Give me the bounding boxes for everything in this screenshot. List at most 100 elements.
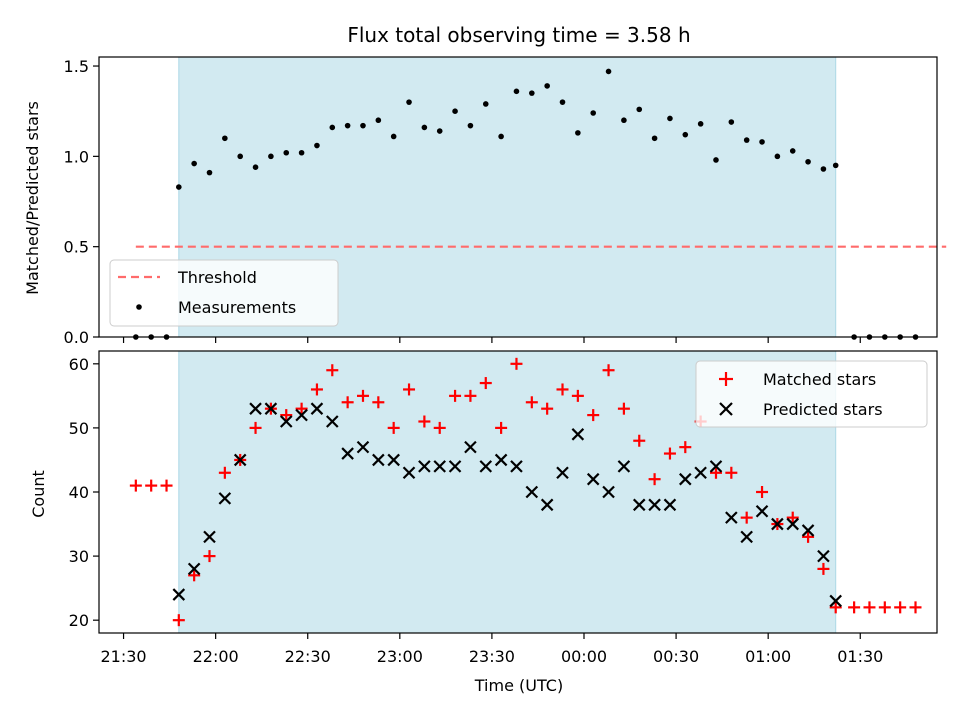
measurement-point: [360, 122, 366, 129]
matched-star-point: [848, 601, 861, 614]
matched-star-point: [403, 383, 416, 396]
cross-stroke-b: [663, 498, 677, 512]
cross-stroke-b: [586, 472, 600, 486]
cross-stroke-b: [341, 447, 354, 460]
predicted-star-point: [602, 485, 615, 499]
top-legend-box: [109, 259, 339, 327]
matched-star-point: [648, 473, 661, 486]
predicted-star-point: [829, 594, 842, 608]
matched-star-point: [829, 601, 842, 614]
measurement-point: [544, 83, 550, 89]
matched-star-point: [295, 402, 308, 415]
matched-star-point: [587, 409, 600, 422]
y-tick-label: 0.0: [64, 328, 89, 347]
top-legend: Threshold Measurements: [109, 259, 339, 327]
predicted-star-point: [771, 517, 784, 531]
cross-stroke-b: [632, 498, 646, 512]
predicted-star-point: [525, 485, 539, 499]
matched-star-point: [372, 396, 385, 409]
cross-stroke-b: [786, 517, 800, 531]
bottom-panel: 20 30 40 50 60 21:30 22:00 22:30 23:00 23:30 00:0…: [29, 350, 938, 695]
measurement-point: [467, 122, 474, 129]
legend-predicted-label: Predicted stars: [763, 400, 883, 419]
predicted-star-point: [540, 498, 554, 512]
matched-star-point: [203, 550, 216, 563]
matched-star-point: [449, 389, 462, 402]
top-axes-frame: [98, 56, 938, 338]
matched-star-point: [725, 466, 738, 479]
measurement-point: [406, 99, 412, 105]
predicted-star-point: [264, 402, 278, 415]
measurement-point: [421, 124, 428, 131]
matched-star-point: [571, 389, 584, 402]
predicted-star-point: [418, 460, 431, 473]
matched-star-point: [909, 601, 922, 614]
cross-stroke-b: [510, 460, 523, 473]
matched-star-point: [387, 421, 400, 434]
cross-stroke-b: [540, 498, 554, 512]
matched-star-point: [663, 447, 676, 460]
predicted-star-point: [203, 530, 216, 544]
bottom-legend: Matched stars Predicted stars: [695, 360, 928, 428]
cross-stroke-b: [448, 460, 462, 473]
matched-star-point: [756, 486, 769, 498]
cross-stroke-b: [464, 440, 477, 454]
x-tick-label: 22:30: [285, 647, 331, 666]
matched-star-point: [525, 396, 538, 409]
x-tick-label: 23:00: [377, 647, 423, 666]
matched-star-point: [160, 479, 173, 492]
matched-star-point: [802, 530, 815, 543]
legend-matched-label: Matched stars: [763, 370, 876, 389]
bottom-y-axis: 20 30 40 50 60: [69, 355, 99, 630]
measurement-point: [390, 133, 397, 140]
measurement-point: [774, 153, 781, 160]
matched-star-point: [479, 377, 492, 390]
measurement-point: [789, 148, 796, 154]
cross-stroke-b: [725, 511, 738, 524]
x-tick-label: 00:30: [653, 647, 699, 666]
predicted-star-point: [372, 453, 385, 467]
measurement-point: [176, 184, 182, 190]
matched-star-point: [510, 357, 523, 370]
measurement-point: [513, 88, 520, 95]
cross-stroke-b: [479, 460, 493, 473]
x-tick-label: 21:30: [101, 647, 147, 666]
measurement-point: [743, 137, 750, 143]
measurement-point: [697, 121, 704, 127]
predicted-star-point: [295, 408, 308, 422]
predicted-star-point: [817, 549, 830, 563]
y-tick-label: 1.0: [64, 147, 89, 166]
matched-star-point: [356, 389, 369, 402]
matched-star-point: [556, 383, 569, 396]
predicted-star-point: [679, 472, 692, 486]
predicted-star-point: [725, 511, 738, 524]
cross-stroke-b: [279, 415, 293, 428]
measurement-point: [529, 90, 535, 96]
cross-stroke-b: [556, 466, 569, 480]
matched-star-point: [310, 383, 323, 396]
matched-star-point: [129, 479, 142, 492]
x-tick-label: 22:00: [193, 647, 239, 666]
matched-star-point: [633, 434, 646, 447]
matched-star-point: [617, 402, 630, 415]
predicted-star-point: [310, 402, 324, 415]
measurement-point: [820, 166, 827, 172]
measurement-point: [621, 117, 627, 124]
matched-star-point: [280, 409, 293, 422]
measurement-point: [252, 164, 259, 170]
predicted-star-point: [571, 428, 585, 441]
cross-stroke-b: [310, 402, 324, 415]
y-tick-label: 30: [69, 547, 89, 566]
matched-stars-series: [129, 357, 922, 627]
y-tick-label: 0.5: [64, 238, 89, 257]
matched-star-point: [679, 441, 692, 454]
measurement-point: [832, 162, 839, 169]
x-tick-label: 01:00: [745, 647, 791, 666]
measurement-point: [605, 68, 612, 75]
predicted-star-point: [709, 460, 723, 473]
matched-star-point: [878, 601, 891, 614]
matched-star-point: [433, 421, 446, 434]
y-tick-label: 60: [69, 355, 89, 374]
matched-star-point: [172, 614, 185, 627]
cross-stroke-b: [402, 466, 416, 480]
